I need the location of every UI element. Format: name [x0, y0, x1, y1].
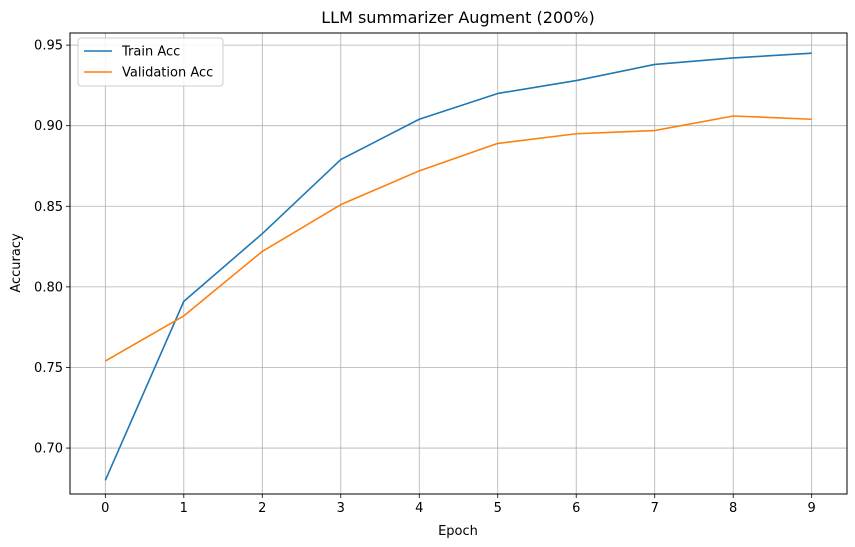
- chart-title: LLM summarizer Augment (200%): [321, 8, 595, 27]
- legend-label: Train Acc: [121, 45, 180, 60]
- x-tick-label: 7: [651, 501, 659, 516]
- x-tick-label: 2: [258, 501, 266, 516]
- x-tick-label: 4: [415, 501, 423, 516]
- y-tick-label: 0.70: [34, 442, 63, 457]
- legend-box: [77, 37, 224, 87]
- y-tick-label: 0.75: [34, 361, 63, 376]
- series-lines: [104, 52, 812, 481]
- legend: Train Acc Validation Acc: [77, 37, 224, 87]
- y-tick-label: 0.80: [34, 280, 63, 295]
- x-tick-label: 9: [808, 501, 816, 516]
- x-tick-label: 0: [101, 501, 109, 516]
- x-tick-label: 6: [572, 501, 580, 516]
- x-tick-label: 5: [494, 501, 502, 516]
- x-tick-label: 8: [729, 501, 737, 516]
- plot-frame: [69, 32, 848, 495]
- x-tick-label: 3: [337, 501, 345, 516]
- axis-ticks: 0 1 2 3 4 5 6 7 8 9 0.70 0.75 0.80 0.85 0.90 0.95: [34, 39, 816, 516]
- y-tick-label: 0.90: [34, 119, 63, 134]
- y-tick-label: 0.95: [34, 39, 63, 54]
- series-line-1: [104, 52, 812, 481]
- x-axis-label: Epoch: [438, 524, 478, 539]
- y-tick-label: 0.85: [34, 200, 63, 215]
- legend-label: Validation Acc: [122, 66, 213, 81]
- series-line-2: [104, 115, 812, 362]
- y-axis-label: Accuracy: [9, 233, 24, 293]
- x-tick-label: 1: [180, 501, 188, 516]
